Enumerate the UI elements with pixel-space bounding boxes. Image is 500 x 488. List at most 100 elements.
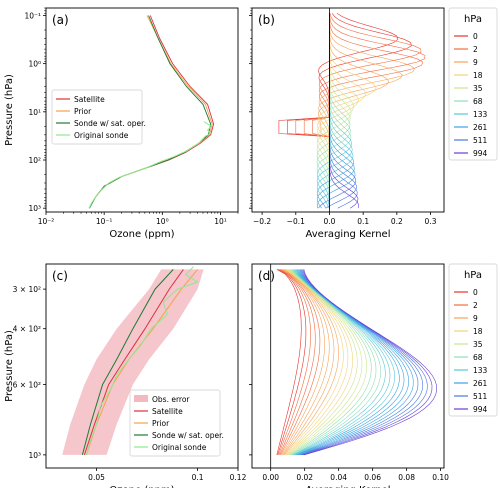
- legend-label: 0: [473, 32, 478, 41]
- x-tick-label: 0.12: [230, 473, 247, 482]
- x-axis-label: Ozone (ppm): [109, 485, 174, 488]
- x-tick-label: 0.1: [357, 217, 369, 226]
- x-axis-label: Averaging Kernel: [306, 229, 391, 240]
- legend-label: Obs. error: [152, 395, 190, 404]
- x-tick-label: 0.02: [296, 473, 313, 482]
- plot-frame: [45, 263, 239, 469]
- x-tick-label: 0.2: [391, 217, 403, 226]
- plot-content: [88, 15, 215, 209]
- kernel-line: [283, 269, 335, 456]
- kernel-line: [289, 269, 368, 456]
- legend-label: 261: [473, 379, 488, 388]
- legend-label: Original sonde: [74, 131, 129, 140]
- series-line: [88, 121, 213, 209]
- kernel-line: [288, 269, 363, 456]
- pressure-legend-bottom: hPa 0 2 9 18 35 68 133 261 511 994: [448, 263, 498, 417]
- legend-label: 9: [473, 314, 478, 323]
- plot-content: [276, 269, 438, 456]
- x-tick-label: 10¹: [214, 217, 227, 226]
- legend-label: 9: [473, 58, 478, 67]
- kernel-line: [276, 269, 302, 455]
- x-tick-label: 0.3: [425, 217, 437, 226]
- kernel-line: [284, 269, 344, 456]
- legend-label: 18: [473, 327, 483, 336]
- kernel-line: [291, 269, 377, 456]
- x-tick-label: −0.1: [287, 217, 305, 226]
- legend-label: 0: [473, 288, 478, 297]
- y-tick-label: 10¹: [28, 108, 41, 117]
- y-tick-label: 10³: [28, 204, 41, 213]
- x-tick-label: 0.05: [88, 473, 105, 482]
- plot-frame: [251, 7, 445, 213]
- y-tick-label: 10³: [28, 451, 41, 460]
- plot-content: [62, 266, 204, 456]
- x-tick-label: 0.06: [364, 473, 381, 482]
- legend-label: 133: [473, 366, 488, 375]
- x-tick-label: 10⁰: [156, 217, 169, 226]
- pressure-legend-top: hPa 0 2 9 18 35 68 133 261 511 994: [448, 7, 498, 161]
- y-tick-label: 10²: [28, 156, 41, 165]
- x-tick-label: 0.0: [324, 217, 336, 226]
- x-tick-label: 0.1: [192, 473, 204, 482]
- panel-b: −0.2 −0.1 0.0 0.1 0.2 0.3 Averaging Kernel (b): [249, 7, 445, 240]
- legend-label: Original sonde: [152, 443, 207, 452]
- x-tick-label: 0.00: [262, 473, 279, 482]
- kernel-line: [277, 269, 307, 455]
- legend-label: Prior: [74, 107, 92, 116]
- legend-label: 35: [473, 84, 483, 93]
- y-tick-label: 6 × 10²: [13, 381, 41, 390]
- x-tick-label: 0.04: [330, 473, 347, 482]
- legend-label: Prior: [152, 419, 170, 428]
- legend-label: 511: [473, 392, 488, 401]
- y-axis-label: Pressure (hPa): [4, 74, 15, 146]
- panel-label: (b): [258, 13, 275, 27]
- legend-label: Sonde w/ sat. oper.: [74, 119, 146, 128]
- x-axis-label: Ozone (ppm): [109, 229, 174, 240]
- legend-label: 133: [473, 110, 488, 119]
- y-tick-label: 4 × 10²: [13, 325, 41, 334]
- y-tick-label: 10⁻¹: [24, 11, 41, 20]
- legend-frame: [448, 7, 498, 161]
- x-tick-label: 10⁻¹: [96, 217, 113, 226]
- legend-label: 2: [473, 301, 478, 310]
- legend-swatch: [134, 395, 148, 402]
- panel-d: 0.00 0.02 0.04 0.06 0.08 0.10 Averaging Kernel…: [249, 263, 449, 488]
- legend-label: 18: [473, 71, 483, 80]
- legend-label: 511: [473, 136, 488, 145]
- kernel-line: [287, 269, 358, 456]
- legend-c-frame: [129, 389, 221, 457]
- legend-label: Satellite: [152, 407, 183, 416]
- obs-error-band: [62, 269, 204, 455]
- kernel-line: [280, 269, 321, 456]
- panel-label: (c): [52, 269, 68, 283]
- x-tick-label: 0.10: [432, 473, 449, 482]
- panel-label: (a): [52, 13, 69, 27]
- legend-label: 261: [473, 123, 488, 132]
- legend-frame: [448, 263, 498, 417]
- plot-frame: [251, 263, 445, 469]
- legend-label: 35: [473, 340, 483, 349]
- kernel-line: [303, 269, 438, 456]
- legend-label: Sonde w/ sat. oper.: [152, 431, 224, 440]
- series-line: [83, 269, 184, 456]
- panel-a: 10⁻² 10⁻¹ 10⁰ 10¹ 10⁻¹ 10⁰ 10¹ 10² 10³ Ozone (ppm…: [4, 7, 239, 240]
- plot-frame: [45, 7, 239, 213]
- kernel-line: [290, 269, 372, 456]
- kernel-line: [286, 269, 353, 456]
- legend-a-frame: [51, 89, 143, 145]
- x-tick-label: 10⁻²: [38, 217, 55, 226]
- kernel-line: [284, 269, 340, 456]
- panel-c: 0.05 0.1 0.12 3 × 10² 4 × 10² 6 × 10² 10³ Ozone…: [4, 263, 247, 488]
- x-tick-label: 0.08: [398, 473, 415, 482]
- y-axis-label: Pressure (hPa): [4, 330, 15, 402]
- legend-title: hPa: [464, 270, 482, 281]
- legend-label: 68: [473, 97, 483, 106]
- y-tick-label: 10⁰: [28, 60, 41, 69]
- legend-label: 994: [473, 405, 488, 414]
- kernel-line: [279, 269, 316, 456]
- y-tick-label: 3 × 10²: [13, 285, 41, 294]
- legend-label: Satellite: [74, 95, 105, 104]
- legend-title: hPa: [464, 14, 482, 25]
- kernel-line: [278, 269, 311, 456]
